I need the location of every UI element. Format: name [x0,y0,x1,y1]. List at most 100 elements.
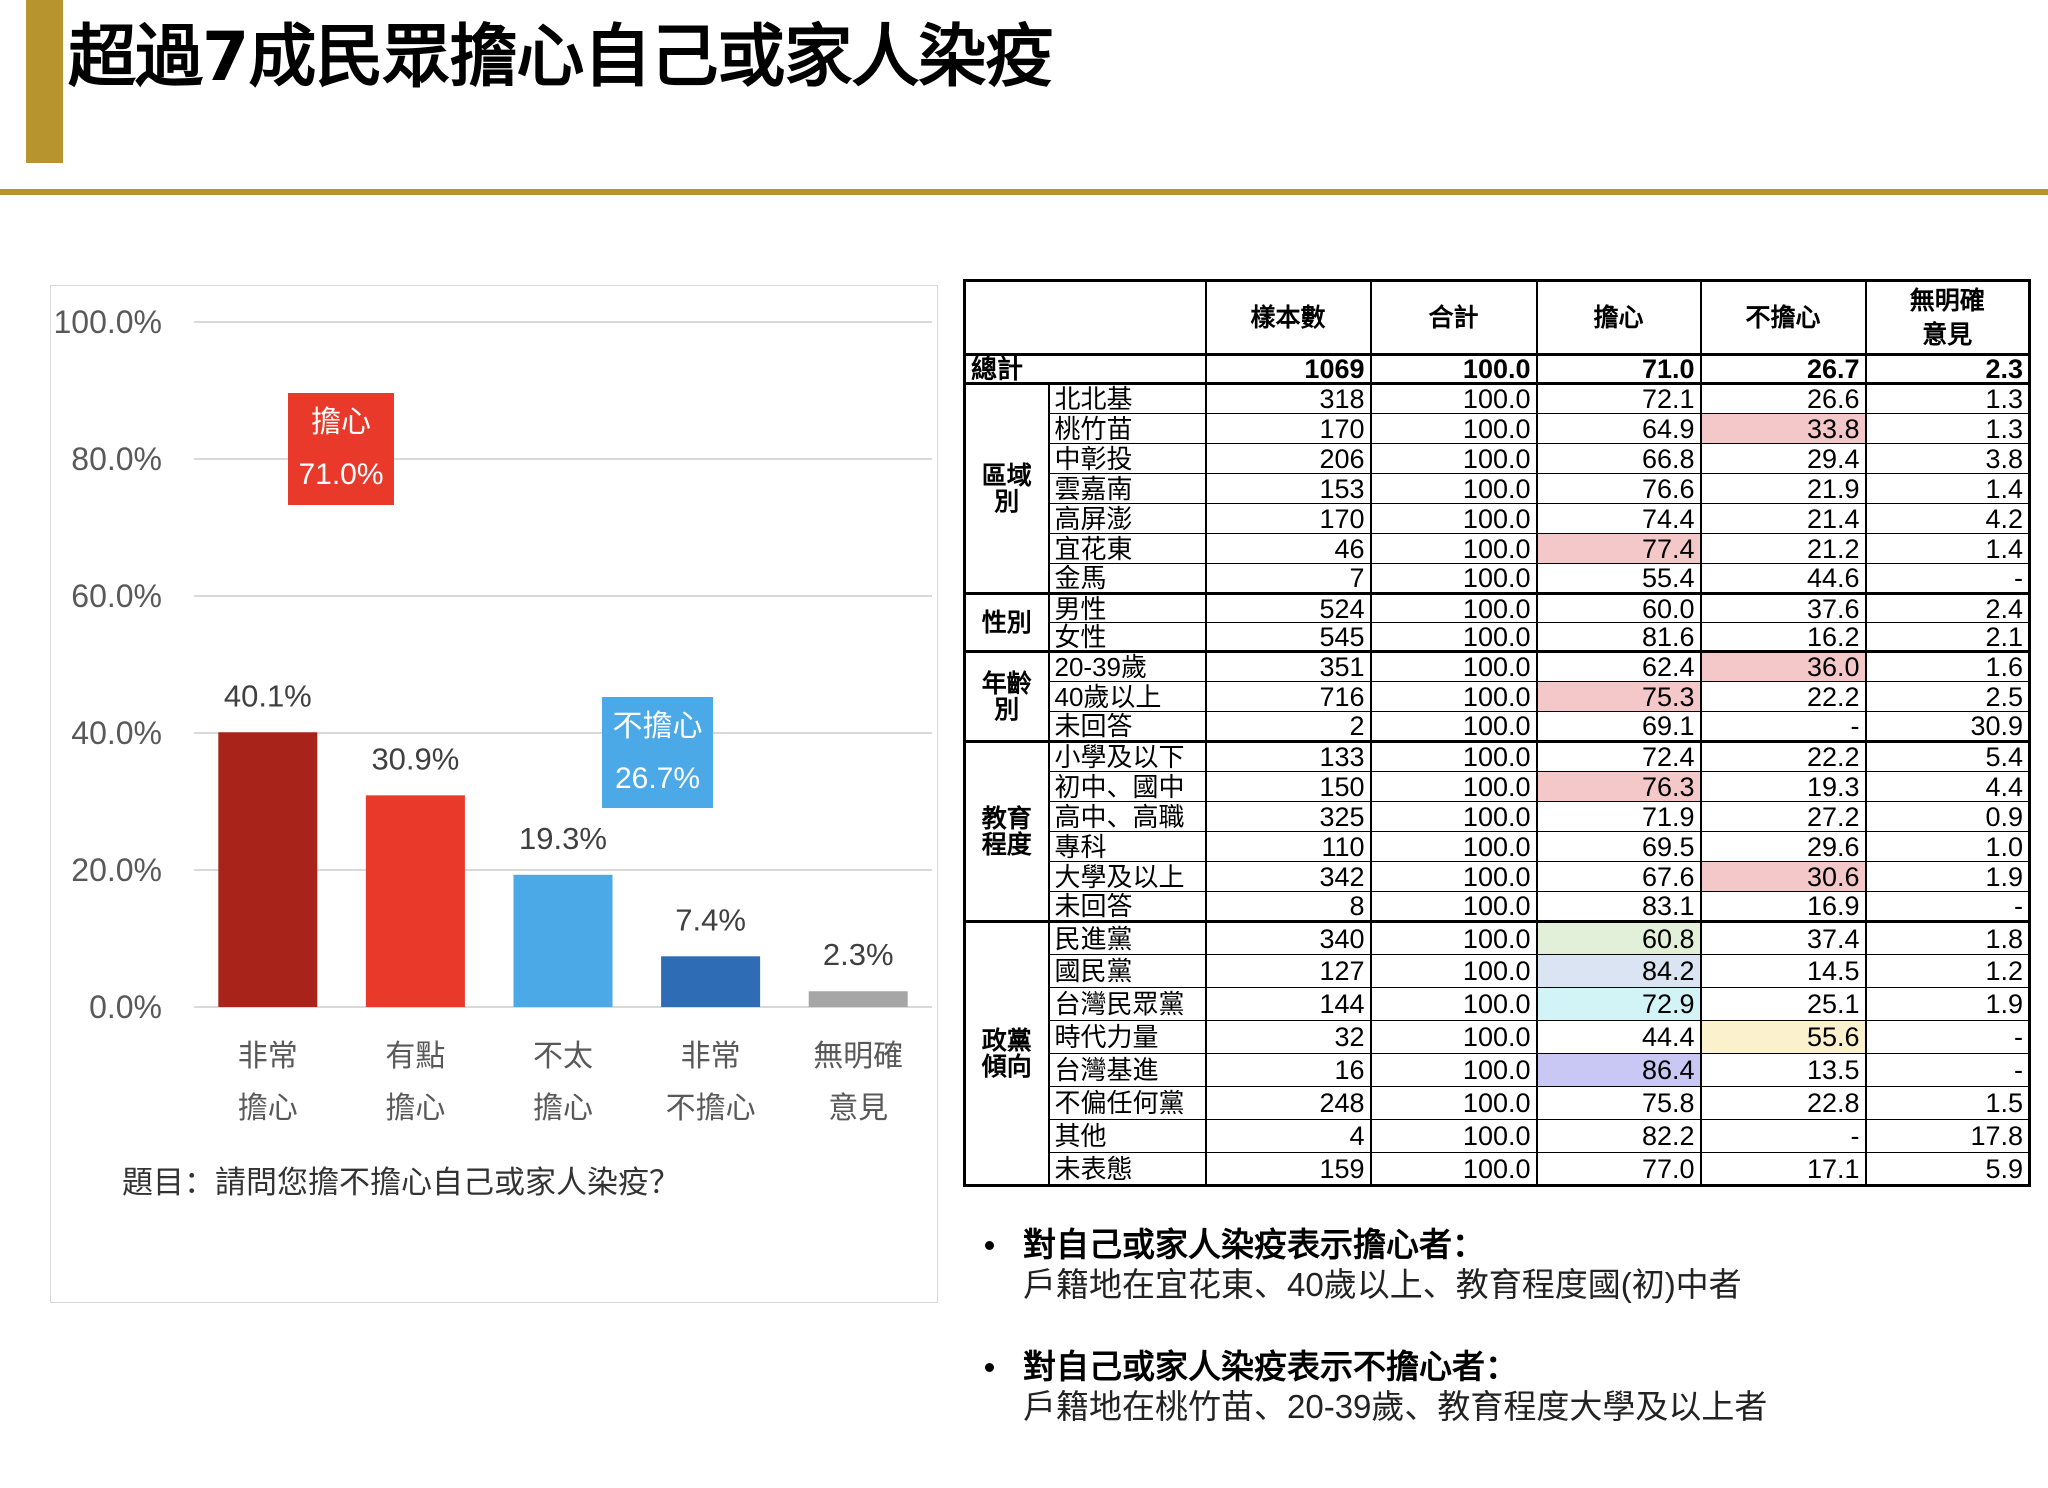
table-cell: 100.0 [1369,1020,1538,1054]
group-label-line: 性別 [981,608,1032,637]
table-row: 女性 545 100.0 81.6 16.2 2.1 [965,622,2031,652]
row-label: 其他 [1047,1119,1207,1153]
table-cell: 4 [1204,1119,1372,1153]
summary-item-not-worried: 對自己或家人染疫表示不擔心者： 戶籍地在桃竹苗、20-39歲、教育程度大學及以上… [985,1347,2025,1427]
table-cell: 0.9 [1864,801,2031,832]
category-label: 無明確 [813,1040,903,1073]
table-cell: 33.8 [1699,413,1867,444]
table-row: 不偏任何黨 248 100.0 75.8 22.8 1.5 [965,1086,2031,1120]
annotation-worried-total: 擔心 71.0% [288,393,394,505]
total-row-label: 總計 [963,354,1207,385]
table-cell: 17.1 [1699,1152,1867,1186]
table-cell: 100.0 [1369,831,1538,862]
table-cell: 44.6 [1699,563,1867,594]
table-cell: 153 [1204,473,1372,504]
group-label-line: 別 [994,695,1020,724]
chart-panel: 0.0% 20.0% 40.0% 60.0% 80.0% 100.0% 40.1% 非常 擔心 3… [50,285,938,1303]
group-label: 教育 程度 [963,740,1050,922]
table-cell: - [1864,1053,2031,1087]
table-cell: 19.3 [1699,771,1867,802]
table-cell: 71.9 [1535,801,1702,832]
table-cell: 27.2 [1699,801,1867,832]
header-text: 意見 [1922,320,1973,349]
bar [661,956,761,1007]
total-percent: 100.0 [1369,354,1538,385]
table-cell: 206 [1204,443,1372,474]
row-label: 小學及以下 [1047,740,1207,772]
table-row: 40歲以上 716 100.0 75.3 22.2 2.5 [965,681,2031,712]
table-cell: 3.8 [1864,443,2031,474]
page-title: 超過7成民眾擔心自己或家人染疫 [68,18,1053,97]
table-cell: 60.0 [1535,592,1702,623]
table-cell: 2.5 [1864,681,2031,712]
table-cell: 100.0 [1369,1119,1538,1153]
category-label: 意見 [828,1092,888,1125]
table-cell: 29.4 [1699,443,1867,474]
group-label-line: 教育 [981,804,1032,833]
table-cell: 69.1 [1535,711,1702,742]
table-cell: 100.0 [1369,473,1538,504]
bullet-icon [985,1241,994,1250]
table-row: 台灣民眾黨 144 100.0 72.9 25.1 1.9 [965,987,2031,1021]
table-cell: 1.4 [1864,533,2031,564]
annotation-label: 不擔心 [612,709,703,743]
header-sample-size: 樣本數 [1204,280,1372,356]
summary-list: 對自己或家人染疫表示擔心者： 戶籍地在宜花東、40歲以上、教育程度國(初)中者 … [985,1225,2025,1469]
table-cell: 100.0 [1369,1086,1538,1120]
bullet-icon [985,1363,994,1372]
table-cell: 30.6 [1699,861,1867,892]
group-label-line: 別 [994,487,1020,516]
total-worried: 71.0 [1535,354,1702,385]
table-cell: 8 [1204,891,1372,922]
table-cell: 100.0 [1369,413,1538,444]
table-cell: 2 [1204,711,1372,742]
table-cell: 1.4 [1864,473,2031,504]
table-cell: 4.2 [1864,503,2031,534]
table-cell: 342 [1204,861,1372,892]
table-row: 初中、國中 150 100.0 76.3 19.3 4.4 [965,771,2031,802]
y-tick-label: 40.0% [71,715,162,751]
row-label: 不偏任何黨 [1047,1086,1207,1120]
table-cell: 100.0 [1369,563,1538,594]
category-label: 非常 [681,1040,741,1073]
table-cell: 2.4 [1864,592,2031,623]
table-cell: 21.4 [1699,503,1867,534]
table-row: 中彰投 206 100.0 66.8 29.4 3.8 [965,443,2031,474]
table-cell: 1.5 [1864,1086,2031,1120]
table-cell: - [1864,1020,2031,1054]
table-cell: 340 [1204,920,1372,955]
header-total: 合計 [1369,280,1538,356]
table-cell: - [1699,711,1867,742]
row-label: 男性 [1047,592,1207,623]
row-label: 民進黨 [1047,920,1207,955]
table-cell: 77.4 [1535,533,1702,564]
table-cell: 72.9 [1535,987,1702,1021]
table-cell: 16.9 [1699,891,1867,922]
group-label: 區域別 [963,382,1050,594]
row-label: 時代力量 [1047,1020,1207,1054]
table-cell: 55.4 [1535,563,1702,594]
summary-heading: 對自己或家人染疫表示擔心者： [1023,1226,1485,1263]
bar-value-label: 30.9% [371,741,459,776]
table-row: 未回答 2 100.0 69.1-30.9 [965,711,2031,742]
table-row: 時代力量 32 100.0 44.4 55.6- [965,1020,2031,1054]
annotation-value: 26.7% [614,761,701,795]
y-tick-label: 80.0% [71,441,162,477]
table-row: 高中、高職 325 100.0 71.9 27.2 0.9 [965,801,2031,832]
bar [218,732,318,1007]
table-row: 大學及以上 342 100.0 67.6 30.6 1.9 [965,861,2031,892]
row-label: 國民黨 [1047,954,1207,988]
category-label: 不太 [533,1040,593,1073]
crosstab-body: 總計 1069 100.0 71.0 26.7 2.3 區域別北北基 318 100… [963,354,2031,1186]
table-cell: 100.0 [1369,801,1538,832]
table-row: 高屏澎 170 100.0 74.4 21.4 4.2 [965,503,2031,534]
summary-detail: 戶籍地在宜花東、40歲以上、教育程度國(初)中者 [1023,1266,1742,1303]
table-cell: 1.2 [1864,954,2031,988]
table-cell: 100.0 [1369,622,1538,652]
table-row: 政黨 傾向 民進黨 340 100.0 60.8 37.4 1.8 [963,920,2031,1186]
table-cell: 1.0 [1864,831,2031,862]
table-row: 其他 4 100.0 82.2-17.8 [965,1119,2031,1153]
table-row: 教育 程度 小學及以下 133 100.0 72.4 22.2 5.4 [963,740,2031,922]
table-cell: 81.6 [1535,622,1702,652]
table-cell: 36.0 [1699,650,1867,682]
